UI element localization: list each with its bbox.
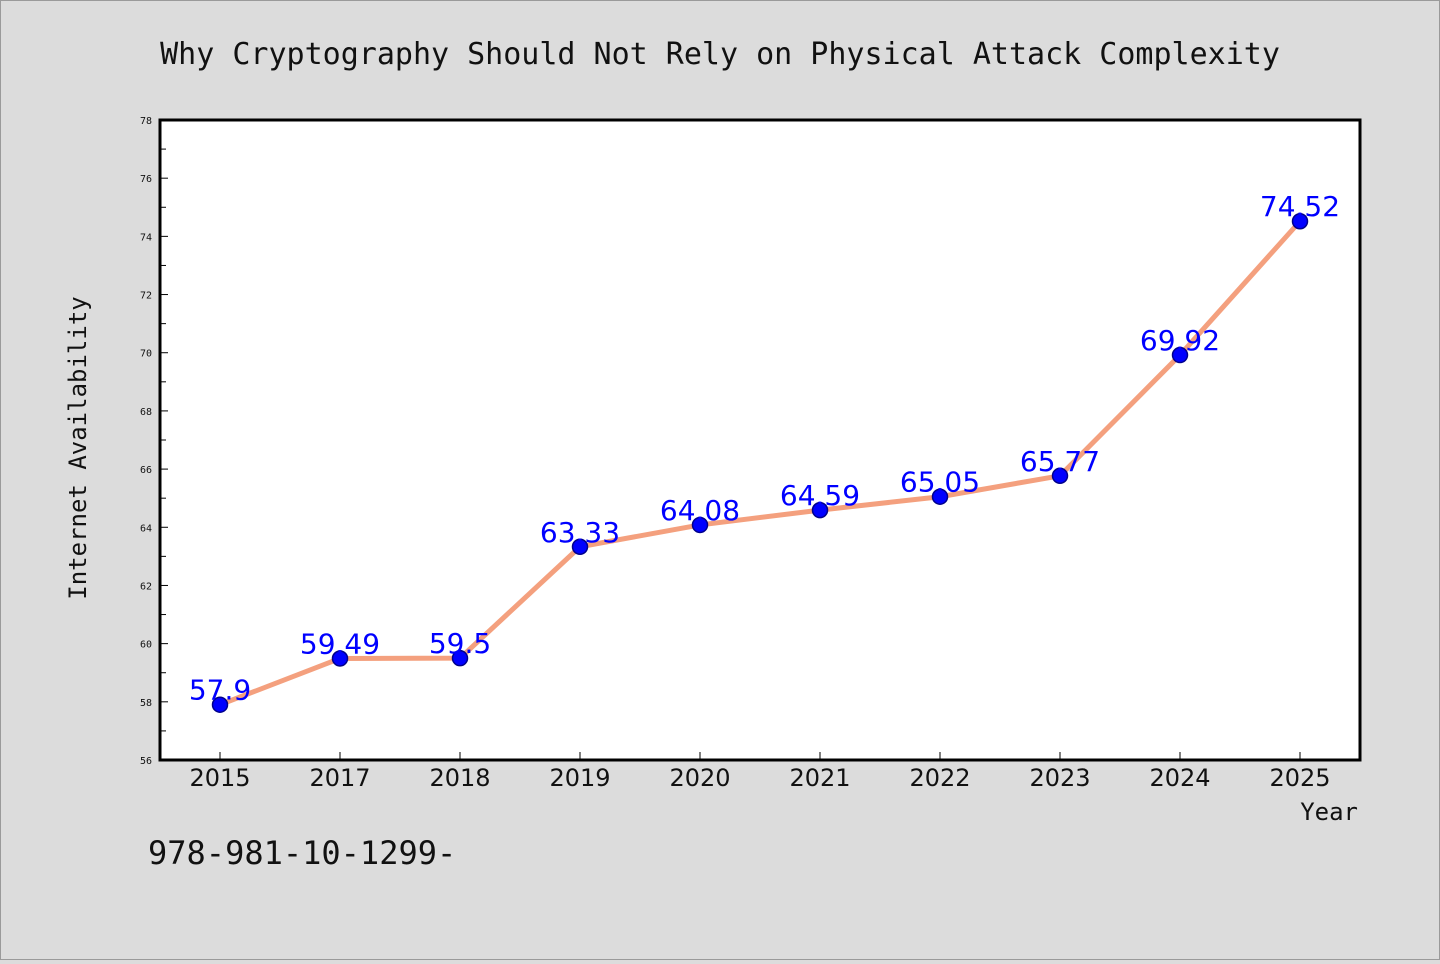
data-label: 59.49 (300, 627, 380, 660)
x-tick-label: 2020 (669, 764, 730, 792)
x-tick-label: 2017 (309, 764, 370, 792)
data-label: 57.9 (189, 674, 251, 707)
x-tick-label: 2025 (1269, 764, 1330, 792)
data-label: 74.52 (1260, 190, 1340, 223)
data-label: 65.77 (1020, 445, 1100, 478)
series-line (217, 218, 1303, 708)
y-tick-label: 70 (140, 349, 152, 360)
y-tick-label: 76 (140, 174, 152, 185)
y-tick-label: 68 (140, 407, 152, 418)
data-label: 65.05 (900, 466, 980, 499)
data-label: 69.92 (1140, 324, 1220, 357)
data-point (211, 696, 229, 713)
x-tick-label: 2024 (1149, 764, 1210, 792)
y-tick-label: 60 (140, 640, 152, 651)
x-tick-label: 2018 (429, 764, 490, 792)
data-label: 59.5 (429, 627, 491, 660)
x-tick-label: 2023 (1029, 764, 1090, 792)
y-axis: 56 58 60 62 64 66 68 70 72 74 76 78 (140, 116, 168, 767)
x-tick-label: 2021 (789, 764, 850, 792)
data-point (1291, 212, 1309, 230)
data-label: 64.08 (660, 494, 740, 527)
x-tick-label: 2019 (549, 764, 610, 792)
y-tick-label: 74 (140, 232, 152, 243)
y-tick-label: 58 (140, 698, 152, 709)
data-point (1171, 346, 1189, 364)
data-point (571, 538, 589, 556)
data-point (331, 650, 349, 667)
x-tick-label: 2015 (189, 764, 250, 792)
y-tick-label: 66 (140, 465, 152, 476)
footer-text: 978-981-10-1299- (148, 834, 456, 872)
data-point (691, 516, 709, 534)
data-label: 63.33 (540, 516, 620, 549)
x-axis: 2015 2017 2018 2019 2020 2021 2022 2023 2024 2025 (189, 752, 1331, 792)
y-tick-label: 72 (140, 291, 152, 302)
y-tick-label: 56 (140, 756, 152, 767)
y-tick-label: 62 (140, 581, 152, 592)
plot-area (158, 118, 1362, 762)
x-tick-label: 2022 (909, 764, 970, 792)
x-axis-label: Year (1300, 798, 1358, 826)
data-label: 64.59 (780, 479, 860, 512)
data-point (931, 488, 949, 505)
data-point (811, 501, 829, 519)
y-tick-label: 64 (140, 523, 152, 534)
data-point (1051, 467, 1069, 485)
series-line-group: 57.9 59.49 59.5 63.33 64.08 64.59 65.05 65.77 69… (189, 190, 1340, 713)
data-point (451, 649, 469, 667)
chart-title: Why Cryptography Should Not Rely on Phys… (160, 37, 1280, 72)
y-axis-label: Internet Availability (64, 296, 92, 599)
y-tick-label: 78 (140, 116, 152, 127)
